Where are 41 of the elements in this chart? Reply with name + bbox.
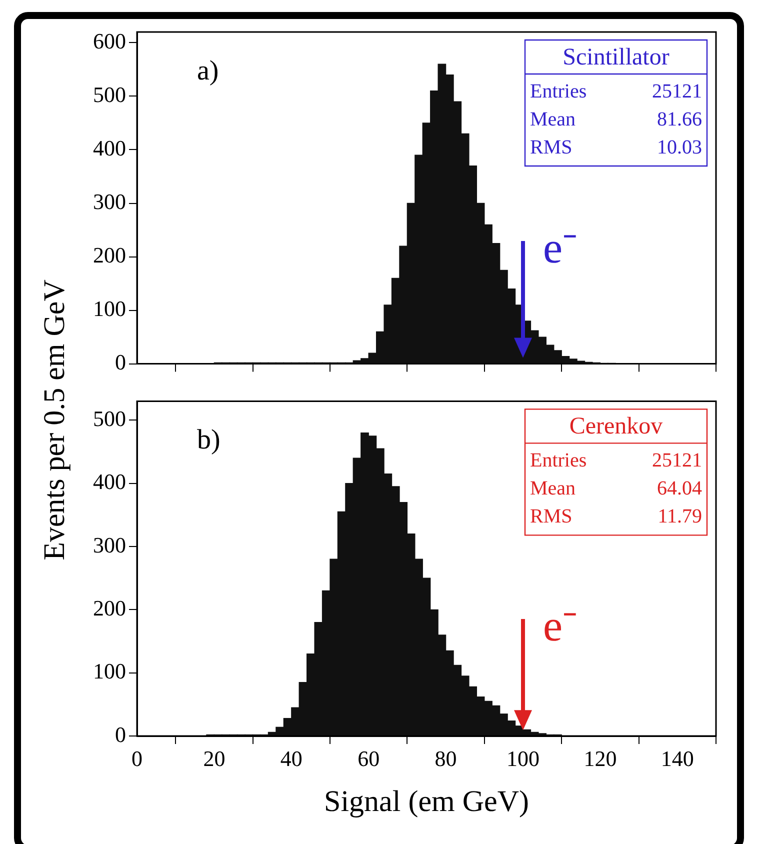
annotation: 64.04 — [657, 477, 702, 500]
x-axis-title: Signal (em GeV) — [324, 784, 529, 818]
annotation: e⁻ — [543, 601, 578, 650]
y-tick-label: 0 — [115, 350, 126, 375]
y-axis-title: Events per 0.5 em GeV — [38, 280, 72, 560]
annotation: Entries — [530, 449, 587, 472]
annotation: 81.66 — [657, 108, 702, 130]
x-tick-label: 140 — [660, 746, 694, 771]
x-tick-label: 40 — [280, 746, 302, 771]
annotation: e⁻ — [543, 224, 578, 273]
annotation: RMS — [530, 505, 572, 528]
annotation: Mean — [530, 108, 576, 130]
annotation: RMS — [530, 136, 572, 158]
y-tick-label: 200 — [93, 595, 126, 620]
y-tick-label: 100 — [93, 296, 126, 322]
y-tick-label: 400 — [93, 136, 126, 161]
y-tick-label: 600 — [93, 28, 126, 54]
annotation: 25121 — [652, 80, 702, 102]
y-tick-label: 300 — [93, 532, 126, 558]
annotation: 10.03 — [657, 136, 702, 158]
x-tick-label: 0 — [132, 746, 142, 771]
y-tick-label: 400 — [93, 469, 126, 494]
annotation: Scintillator — [562, 44, 670, 70]
y-tick-label: 200 — [93, 242, 126, 268]
annotation: 25121 — [652, 449, 702, 472]
y-tick-label: 500 — [93, 406, 126, 431]
y-tick-label: 0 — [115, 722, 126, 747]
x-tick-label: 100 — [506, 746, 540, 771]
annotation: 11.79 — [658, 505, 702, 528]
y-tick-label: 100 — [93, 658, 126, 684]
annotation: Cerenkov — [569, 413, 663, 440]
x-tick-label: 120 — [584, 746, 617, 771]
x-tick-label: 20 — [203, 746, 226, 771]
x-tick-label: 80 — [434, 746, 457, 771]
x-tick-label: 60 — [358, 746, 380, 771]
y-tick-label: 300 — [93, 189, 126, 214]
annotation: b) — [197, 424, 220, 456]
annotation: a) — [197, 55, 219, 86]
annotation: Mean — [530, 477, 576, 500]
annotation: Entries — [530, 80, 587, 102]
y-tick-label: 500 — [93, 82, 126, 107]
